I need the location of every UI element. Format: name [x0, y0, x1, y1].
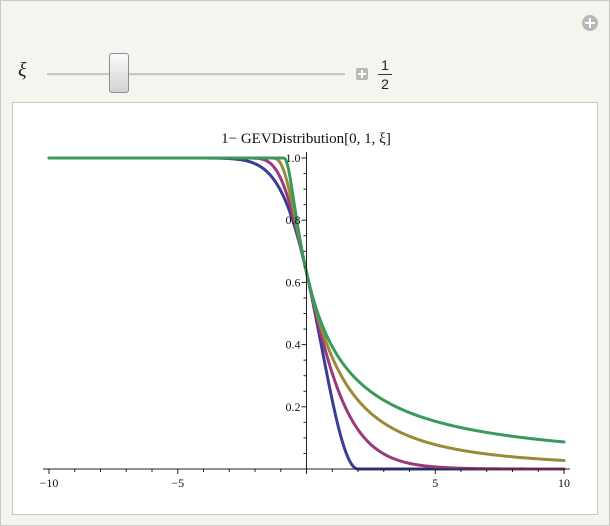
- x-tick-label: −10: [40, 476, 59, 490]
- expand-controls-icon[interactable]: [356, 68, 368, 80]
- value-numerator: 1: [381, 57, 389, 73]
- slider-thumb[interactable]: [109, 53, 129, 93]
- parameter-label: ξ: [18, 59, 27, 81]
- add-icon[interactable]: [582, 15, 598, 31]
- value-denominator: 2: [381, 76, 389, 92]
- chart-title: 1− GEVDistribution[0, 1, ξ]: [221, 131, 391, 147]
- y-tick-label: 0.2: [286, 400, 301, 414]
- y-tick-label: 0.6: [286, 275, 301, 289]
- y-tick-label: 1.0: [286, 151, 301, 165]
- x-tick-label: 10: [558, 476, 570, 490]
- slider-value: 1 2: [378, 57, 392, 92]
- y-tick-label: 0.4: [286, 338, 301, 352]
- fraction-bar: [378, 74, 392, 75]
- plot-chart: 1− GEVDistribution[0, 1, ξ] −10 −5 5 10 0.2 0…: [40, 131, 570, 490]
- x-tick-label: 5: [432, 476, 438, 490]
- plot-frame: 1− GEVDistribution[0, 1, ξ] −10 −5 5 10 0.2 0…: [12, 102, 598, 515]
- y-tick-label: 0.8: [286, 213, 301, 227]
- x-tick-label: −5: [171, 476, 184, 490]
- slider-track[interactable]: [47, 73, 345, 76]
